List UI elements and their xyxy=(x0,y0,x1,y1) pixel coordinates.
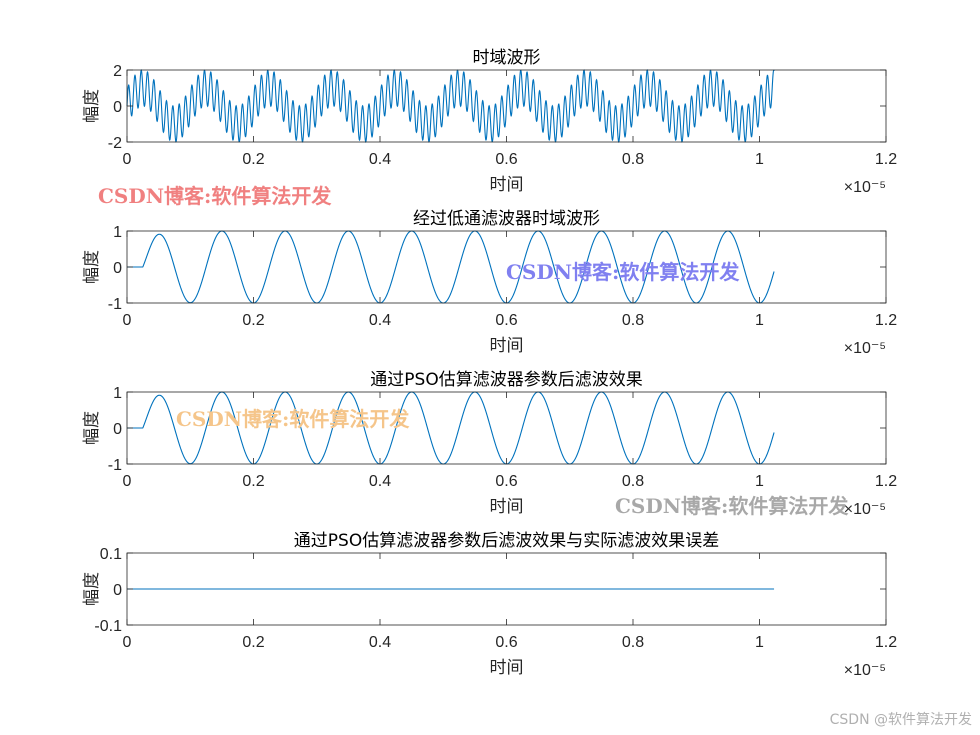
x-tick-label: 0.8 xyxy=(622,473,644,490)
x-tick-label: 0.6 xyxy=(495,312,517,329)
x-tick-label: 1.2 xyxy=(875,634,897,651)
x-exponent-label: ×10⁻⁵ xyxy=(844,501,886,518)
y-tick-label: 0 xyxy=(113,99,122,116)
y-axis-label: 幅度 xyxy=(82,411,102,445)
x-axis-label: 时间 xyxy=(490,175,524,195)
x-tick-label: 0.2 xyxy=(242,634,264,651)
x-tick-label: 0.4 xyxy=(369,312,391,329)
x-tick-label: 0.4 xyxy=(369,151,391,168)
y-tick-label: 2 xyxy=(113,63,122,80)
watermark-3: CSDN博客:软件算法开发 xyxy=(176,407,410,431)
x-tick-label: 0.8 xyxy=(622,151,644,168)
y-tick-label: -0.1 xyxy=(94,618,122,635)
x-axis-label: 时间 xyxy=(490,658,524,678)
x-tick-label: 0 xyxy=(123,473,132,490)
y-tick-label: 0.1 xyxy=(100,546,122,563)
x-tick-label: 0.6 xyxy=(495,151,517,168)
y-tick-label: 0 xyxy=(113,421,122,438)
y-tick-label: -1 xyxy=(108,457,122,474)
x-tick-label: 1.2 xyxy=(875,312,897,329)
chart-4: 0 0.2 0.4 0.6 0.8 1 1.2-0.100.1通过PSO估算滤波器参数后滤波… xyxy=(82,531,897,679)
x-tick-label: 0 xyxy=(123,151,132,168)
chart-title: 时域波形 xyxy=(473,48,541,68)
x-tick-label: 0.4 xyxy=(369,634,391,651)
chart-title: 经过低通滤波器时域波形 xyxy=(413,209,600,229)
y-tick-label: 0 xyxy=(113,260,122,277)
x-tick-label: 1.2 xyxy=(875,151,897,168)
x-tick-label: 1.2 xyxy=(875,473,897,490)
chart-title: 通过PSO估算滤波器参数后滤波效果 xyxy=(370,370,642,390)
x-exponent-label: ×10⁻⁵ xyxy=(844,340,886,357)
x-tick-label: 1 xyxy=(755,473,764,490)
y-axis-label: 幅度 xyxy=(82,250,102,284)
watermark-2: CSDN博客:软件算法开发 xyxy=(506,260,740,284)
x-tick-label: 0.6 xyxy=(495,473,517,490)
x-tick-label: 0.4 xyxy=(369,473,391,490)
x-tick-label: 0.8 xyxy=(622,312,644,329)
footer-watermark: CSDN @软件算法开发 xyxy=(829,712,972,728)
x-tick-label: 0.2 xyxy=(242,312,264,329)
plot-area xyxy=(127,392,886,464)
x-tick-label: 1 xyxy=(755,634,764,651)
x-tick-label: 0.8 xyxy=(622,634,644,651)
y-tick-label: -1 xyxy=(108,296,122,313)
y-tick-label: -2 xyxy=(108,135,122,152)
x-tick-label: 0.2 xyxy=(242,473,264,490)
watermark-4: CSDN博客:软件算法开发 xyxy=(615,494,849,518)
x-tick-label: 0 xyxy=(123,312,132,329)
series-line-1 xyxy=(127,230,775,304)
plot-area xyxy=(127,231,886,303)
x-axis-label: 时间 xyxy=(490,336,524,356)
y-axis-label: 幅度 xyxy=(82,89,102,123)
series-line-1 xyxy=(126,69,775,143)
y-tick-label: 1 xyxy=(113,224,122,241)
x-axis-label: 时间 xyxy=(490,497,524,517)
x-tick-label: 1 xyxy=(755,312,764,329)
x-tick-label: 0.6 xyxy=(495,634,517,651)
series-line-1 xyxy=(127,391,775,465)
x-tick-label: 0 xyxy=(123,634,132,651)
watermark-1: CSDN博客:软件算法开发 xyxy=(98,184,332,208)
x-tick-label: 1 xyxy=(755,151,764,168)
x-exponent-label: ×10⁻⁵ xyxy=(844,662,886,679)
chart-title: 通过PSO估算滤波器参数后滤波效果与实际滤波效果误差 xyxy=(294,531,719,551)
y-tick-label: 1 xyxy=(113,385,122,402)
x-tick-label: 0.2 xyxy=(242,151,264,168)
x-exponent-label: ×10⁻⁵ xyxy=(844,179,886,196)
y-tick-label: 0 xyxy=(113,582,122,599)
y-axis-label: 幅度 xyxy=(82,572,102,606)
chart-3: 0 0.2 0.4 0.6 0.8 1 1.2-101通过PSO估算滤波器参数后滤波效果时间… xyxy=(82,370,897,518)
